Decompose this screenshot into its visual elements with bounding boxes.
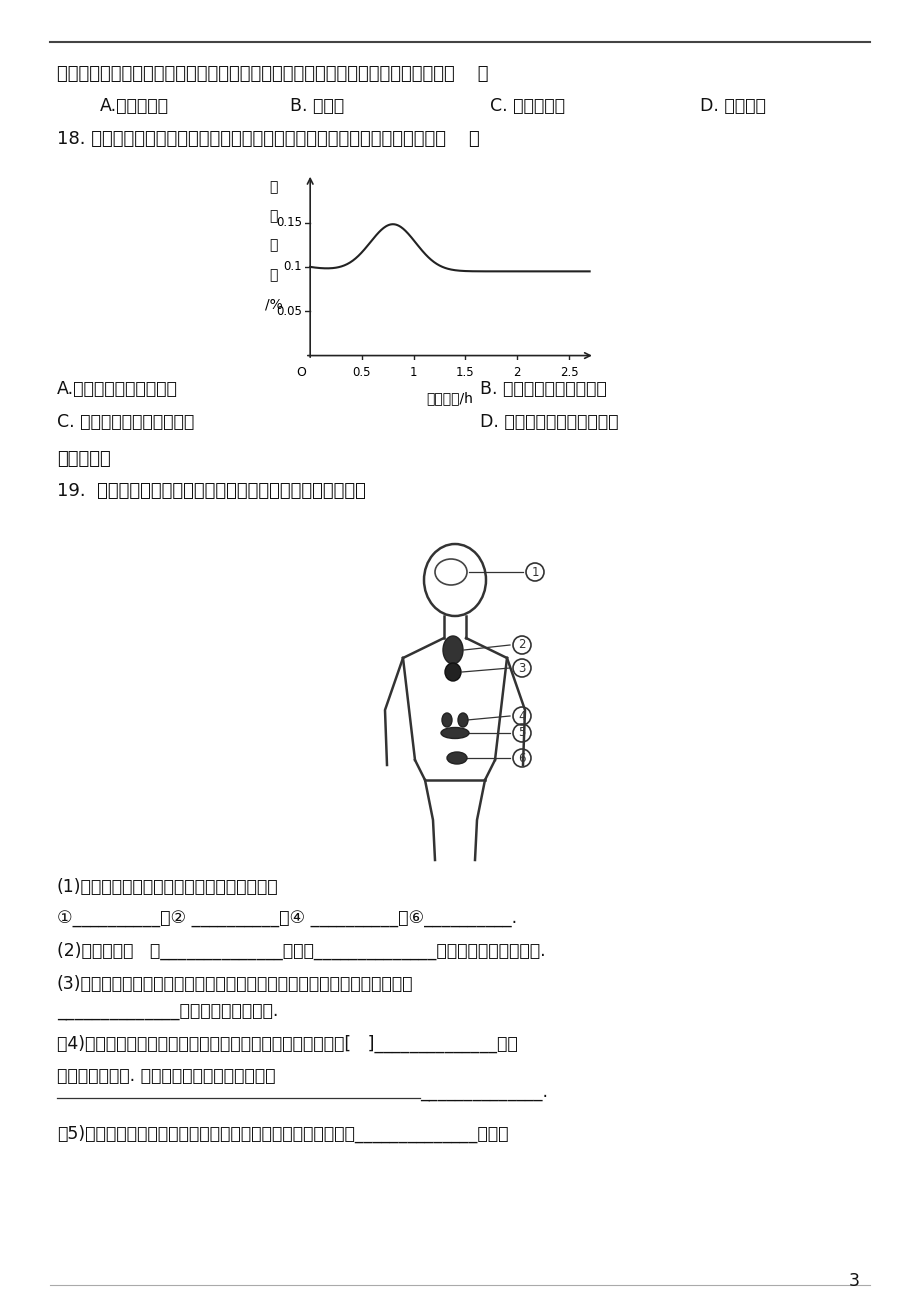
Ellipse shape	[445, 663, 460, 681]
Ellipse shape	[441, 713, 451, 727]
Text: 1.5: 1.5	[456, 366, 474, 379]
Text: /%: /%	[265, 297, 282, 311]
Text: （4)若某人血液中葡萄糖的浓度比正常人的明显偏高，可能是[   ]______________分泌: （4)若某人血液中葡萄糖的浓度比正常人的明显偏高，可能是[ ]_________…	[57, 1035, 517, 1053]
Text: 0.15: 0.15	[276, 216, 301, 229]
Text: (3)李明看到喜欢的球队进球时，高声欢呼，激动得满脸通红，这是他体内的: (3)李明看到喜欢的球队进球时，高声欢呼，激动得满脸通红，这是他体内的	[57, 975, 413, 993]
Text: O: O	[296, 366, 305, 379]
Text: C. 肾上腺激素: C. 肾上腺激素	[490, 98, 564, 115]
Text: 0.5: 0.5	[352, 366, 370, 379]
Text: (1)请说出图中数字所代表的内分泌腺的名称：: (1)请说出图中数字所代表的内分泌腺的名称：	[57, 878, 278, 896]
Text: 2: 2	[513, 366, 520, 379]
Text: A.甲状腺激素: A.甲状腺激素	[100, 98, 169, 115]
Text: 0.1: 0.1	[283, 260, 301, 273]
Ellipse shape	[440, 728, 469, 738]
Text: A.胰岛素，降低血糖浓度: A.胰岛素，降低血糖浓度	[57, 380, 177, 398]
Text: 1: 1	[410, 366, 417, 379]
Text: 18. 下图是小郭在某激素作用下饭后血糖浓度的变化曲线，该激素及其作用是（    ）: 18. 下图是小郭在某激素作用下饭后血糖浓度的变化曲线，该激素及其作用是（ ）	[57, 130, 479, 148]
Ellipse shape	[443, 635, 462, 664]
Text: D. 生长激素，升高血糖浓度: D. 生长激素，升高血糖浓度	[480, 413, 618, 431]
Text: C. 生长激素，降低血糖浓度: C. 生长激素，降低血糖浓度	[57, 413, 194, 431]
Text: D. 生长激素: D. 生长激素	[699, 98, 765, 115]
Text: ______________激素分泌过多的结果.: ______________激素分泌过多的结果.	[57, 1003, 278, 1021]
Text: 2: 2	[517, 638, 525, 651]
Ellipse shape	[447, 753, 467, 764]
Text: 1: 1	[530, 565, 539, 578]
Text: ①__________，② __________，④ __________，⑥__________.: ①__________，② __________，④ __________，⑥_…	[57, 910, 516, 928]
Ellipse shape	[458, 713, 468, 727]
Text: ______________.: ______________.	[420, 1083, 548, 1101]
Text: 4: 4	[517, 710, 525, 723]
Text: 浓: 浓	[269, 238, 278, 253]
Text: 5: 5	[517, 727, 525, 740]
Text: 6: 6	[517, 751, 525, 764]
Text: 糖: 糖	[269, 210, 278, 224]
Text: 迷出现心跳加快、面红耳赤、血压升高的现象，这是由哪一种激素分泌增多引起的（    ）: 迷出现心跳加快、面红耳赤、血压升高的现象，这是由哪一种激素分泌增多引起的（ ）	[57, 65, 488, 83]
Text: B. 性激素: B. 性激素	[289, 98, 344, 115]
Text: 3: 3	[848, 1272, 859, 1290]
Text: 19.  下图为人体主要内分泌腺分布图，请据图回答下列问题：: 19. 下图为人体主要内分泌腺分布图，请据图回答下列问题：	[57, 482, 366, 500]
Text: 2.5: 2.5	[559, 366, 578, 379]
Text: （5)《水浒传》中的武大郎身材矮小，可能是他幼年时期体内的______________激素分: （5)《水浒传》中的武大郎身材矮小，可能是他幼年时期体内的___________…	[57, 1125, 508, 1143]
Text: 活动不正常所致. 目前最有效的治疗方法是注射: 活动不正常所致. 目前最有效的治疗方法是注射	[57, 1068, 275, 1085]
Text: 餐后时间/h: 餐后时间/h	[426, 391, 473, 405]
Text: (2)幼年时期［   ］______________分泌的______________激素过少，会患呆小症.: (2)幼年时期［ ］______________分泌的_____________…	[57, 943, 545, 961]
Text: 3: 3	[517, 661, 525, 674]
Text: 0.05: 0.05	[276, 305, 301, 318]
Text: 度: 度	[269, 268, 278, 283]
Text: 二、综合题: 二、综合题	[57, 450, 110, 467]
Text: B. 胰岛素，升高血糖浓度: B. 胰岛素，升高血糖浓度	[480, 380, 607, 398]
Text: 血: 血	[269, 180, 278, 194]
